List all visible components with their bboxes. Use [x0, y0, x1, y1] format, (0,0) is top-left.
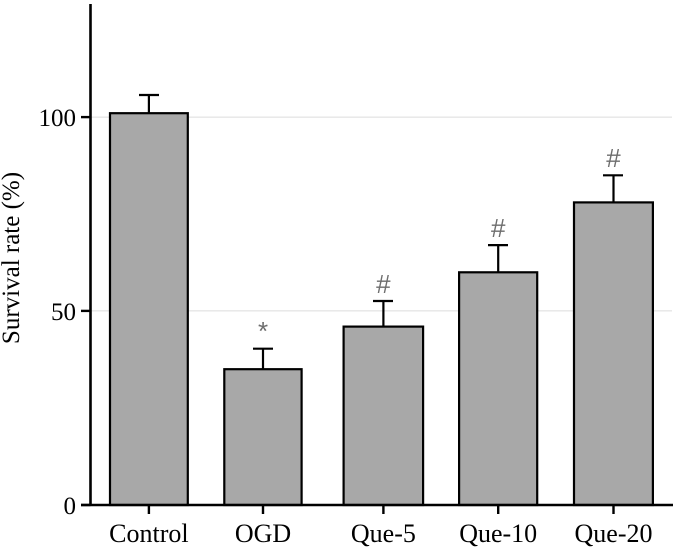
svg-text:*: *: [258, 316, 268, 346]
svg-text:Que-20: Que-20: [575, 519, 653, 548]
svg-text:Que-10: Que-10: [459, 519, 537, 548]
svg-text:Survival rate (%): Survival rate (%): [0, 172, 25, 344]
svg-text:Que-5: Que-5: [351, 519, 416, 548]
svg-text:0: 0: [64, 493, 77, 520]
svg-text:#: #: [491, 213, 506, 243]
svg-text:#: #: [606, 143, 621, 173]
svg-text:OGD: OGD: [235, 519, 291, 548]
svg-text:#: #: [376, 269, 391, 299]
svg-text:100: 100: [39, 105, 77, 132]
svg-text:Control: Control: [109, 519, 188, 548]
svg-text:50: 50: [51, 299, 76, 326]
